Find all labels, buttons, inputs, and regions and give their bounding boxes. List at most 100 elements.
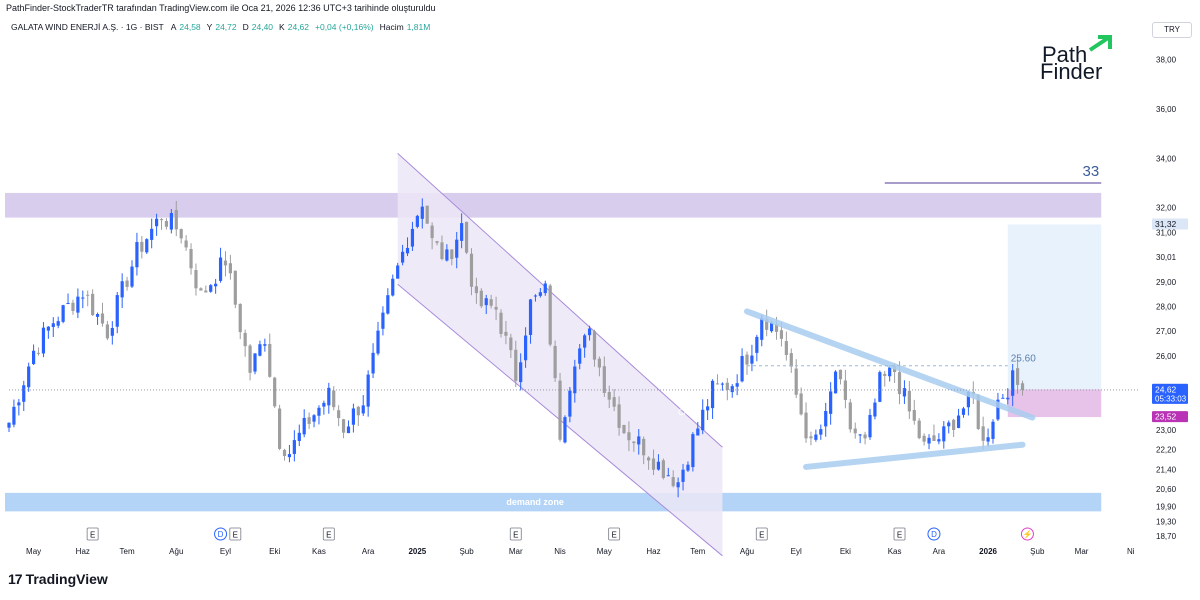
- earnings-icon: [509, 527, 522, 541]
- candle: [858, 433, 862, 444]
- candle: [578, 343, 582, 370]
- candle: [563, 415, 567, 444]
- candle: [450, 249, 454, 266]
- candle: [676, 477, 680, 498]
- candle-body: [356, 406, 360, 416]
- candle: [292, 430, 296, 462]
- candle: [942, 421, 946, 449]
- logo-line-1: Path: [1042, 42, 1087, 67]
- y-tick-label: 22,20: [1156, 446, 1177, 455]
- triangle-upper-line: [744, 308, 1036, 421]
- high-value: 24,72: [215, 22, 237, 32]
- candle: [981, 416, 985, 450]
- candle: [479, 288, 483, 309]
- y-tick-label: 27,00: [1156, 327, 1177, 336]
- candle: [573, 359, 577, 403]
- candle: [317, 405, 321, 425]
- candle-body: [647, 457, 651, 461]
- candle: [95, 312, 100, 325]
- candle: [907, 381, 911, 419]
- tradingview-logo[interactable]: 17 TradingView: [8, 571, 108, 587]
- candle-body: [179, 229, 183, 239]
- candle-body: [71, 302, 75, 311]
- candle-body: [740, 356, 744, 382]
- candle: [543, 280, 547, 296]
- earnings-icon-letter: E: [897, 531, 902, 540]
- earnings-icon: [893, 527, 906, 541]
- candle: [863, 431, 867, 445]
- symbol-legend[interactable]: GALATA WIND ENERJİ A.Ş. · 1G · BIST A 24,…: [11, 22, 430, 32]
- candle-body: [720, 383, 724, 385]
- candle-body: [322, 402, 326, 407]
- currency-button[interactable]: TRY: [1152, 22, 1192, 38]
- candle: [27, 362, 31, 392]
- candle: [622, 424, 626, 435]
- candle: [455, 231, 459, 269]
- candle-body: [405, 247, 410, 254]
- symbol-name[interactable]: GALATA WIND ENERJİ A.Ş. · 1G · BIST: [11, 22, 164, 32]
- candle: [986, 428, 990, 447]
- candle-body: [671, 477, 675, 487]
- price-label-value: 24,62: [1155, 384, 1177, 394]
- candles-layer: [7, 198, 1025, 498]
- candle-body: [725, 382, 729, 391]
- candle-body: [597, 358, 601, 368]
- candle-body: [804, 412, 808, 439]
- candle-body: [912, 410, 916, 421]
- earnings-icon: [229, 527, 242, 541]
- x-tick-label: Tem: [690, 547, 705, 556]
- candle: [902, 380, 907, 404]
- candle-body: [932, 435, 936, 441]
- candle: [469, 248, 474, 296]
- candle: [110, 321, 114, 345]
- candle-body: [696, 428, 700, 436]
- candle: [1006, 388, 1010, 405]
- candle: [401, 244, 405, 266]
- candle-body: [956, 415, 961, 428]
- candle-body: [312, 415, 316, 422]
- channel-upper-line: [397, 153, 723, 448]
- candle: [228, 254, 232, 280]
- y-tick-label: 29,00: [1156, 278, 1177, 287]
- candle: [391, 274, 395, 297]
- candle-body: [46, 326, 50, 331]
- event-marker: E: [755, 527, 768, 541]
- candle: [405, 237, 410, 257]
- candle-body: [1011, 370, 1015, 396]
- candle: [829, 382, 833, 425]
- candle: [71, 299, 75, 315]
- earnings-icon-letter: E: [326, 531, 331, 540]
- x-tick-label: May: [26, 547, 41, 556]
- candle-body: [888, 367, 892, 377]
- candle: [686, 461, 690, 472]
- candle-body: [56, 321, 60, 326]
- candle-body: [701, 409, 705, 431]
- candle-body: [435, 241, 439, 243]
- change-value: +0,04 (+0,16%): [315, 22, 374, 32]
- chart-caption: PathFinder-StockTraderTR tarafından Trad…: [6, 3, 436, 13]
- candle-body: [174, 210, 178, 230]
- low-label: D: [242, 22, 249, 32]
- candle: [474, 277, 478, 304]
- candle: [632, 441, 636, 452]
- candle: [1011, 363, 1015, 407]
- candle-body: [86, 294, 90, 296]
- candle: [415, 214, 419, 229]
- event-marker: E: [893, 527, 906, 541]
- candle-body: [730, 386, 734, 393]
- candle-body: [1016, 368, 1020, 385]
- candle-body: [745, 354, 749, 365]
- candle-body: [666, 475, 670, 477]
- x-tick-label: Şub: [459, 547, 474, 556]
- candle: [794, 359, 798, 398]
- candle-body: [51, 323, 55, 327]
- candle-body: [524, 335, 528, 361]
- candle-body: [991, 421, 995, 439]
- candle-body: [1006, 397, 1010, 400]
- earnings-icon: [755, 527, 768, 541]
- candle: [553, 340, 557, 382]
- dividend-icon-letter: D: [931, 530, 937, 539]
- candle-body: [228, 263, 232, 274]
